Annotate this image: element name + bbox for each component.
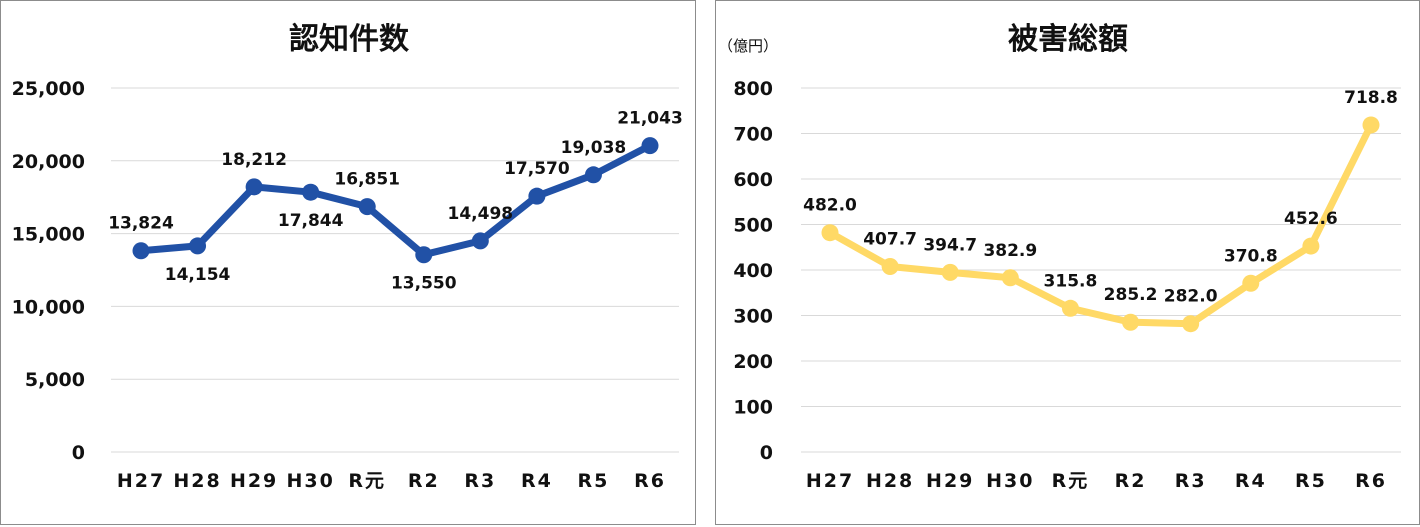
y-tick-label: 5,000	[25, 369, 85, 391]
chart-title: 認知件数	[289, 22, 410, 57]
data-point	[189, 237, 207, 255]
data-point	[471, 232, 489, 250]
data-point	[1362, 116, 1380, 134]
y-tick-label: 700	[733, 124, 773, 146]
x-tick-label: R6	[1355, 470, 1387, 492]
x-tick-label: H29	[230, 470, 278, 492]
cases-line-chart: 認知件数 0 5,000 10,000 15,000 20,000 25,000 H27 H28…	[12, 22, 683, 492]
data-label: 482.0	[803, 196, 857, 216]
data-point	[584, 166, 602, 184]
x-tick-label: R3	[1175, 470, 1207, 492]
series-line	[140, 142, 652, 259]
data-point	[821, 224, 839, 242]
y-axis-unit-label: （億円）	[718, 37, 778, 55]
x-tick-label: H28	[173, 470, 221, 492]
data-label: 14,154	[165, 265, 231, 285]
data-point	[641, 137, 659, 155]
data-point	[1302, 237, 1320, 255]
y-tick-label: 400	[733, 260, 773, 282]
x-tick-label: H27	[117, 470, 165, 492]
data-label: 17,844	[278, 211, 344, 231]
x-tick-label: H28	[866, 470, 914, 492]
data-point	[528, 187, 546, 205]
data-label: 19,038	[561, 138, 627, 158]
x-tick-label: R5	[578, 470, 610, 492]
x-tick-label: H30	[986, 470, 1034, 492]
x-tick-label: H27	[806, 470, 854, 492]
data-label: 370.8	[1224, 246, 1278, 266]
data-point	[132, 242, 150, 260]
data-point	[358, 198, 376, 216]
y-tick-label: 800	[733, 78, 773, 100]
x-tick-label: R3	[464, 470, 496, 492]
data-label: 452.6	[1284, 209, 1338, 229]
y-tick-label: 25,000	[12, 78, 85, 100]
data-label: 13,824	[108, 214, 174, 234]
data-point	[415, 246, 433, 264]
damage-line-chart: 被害総額 （億円） 0 100 200 300 400 500 600 700 800 H27 H28 H…	[718, 22, 1401, 492]
series-line	[828, 123, 1375, 328]
chart-panel-cases: 認知件数 0 5,000 10,000 15,000 20,000 25,000 H27 H28…	[0, 0, 696, 525]
chart-panel-damage: 被害総額 （億円） 0 100 200 300 400 500 600 700 800 H27 H28 H…	[715, 0, 1420, 525]
y-tick-label: 600	[733, 169, 773, 191]
y-tick-label: 300	[733, 306, 773, 328]
data-label: 718.8	[1344, 88, 1398, 108]
x-tick-label: R4	[1235, 470, 1267, 492]
data-label: 14,498	[448, 204, 514, 224]
y-tick-label: 0	[760, 442, 773, 464]
data-point	[1182, 315, 1200, 333]
y-tick-label: 500	[733, 215, 773, 237]
data-point	[1122, 313, 1140, 331]
data-label: 285.2	[1104, 285, 1158, 305]
data-point	[1001, 269, 1019, 287]
data-label: 17,570	[504, 159, 570, 179]
x-tick-label: R2	[408, 470, 440, 492]
x-tick-label: R6	[634, 470, 666, 492]
data-label: 16,851	[334, 170, 400, 190]
y-tick-label: 15,000	[12, 224, 85, 246]
data-point	[1061, 299, 1079, 317]
data-label: 18,212	[221, 150, 287, 170]
data-point	[245, 178, 263, 196]
x-tick-label: R元	[1052, 470, 1090, 492]
x-tick-label: R元	[348, 470, 386, 492]
x-tick-label: R2	[1115, 470, 1147, 492]
data-label: 21,043	[617, 109, 683, 129]
data-point	[881, 257, 899, 275]
chart-title: 被害総額	[1008, 22, 1128, 57]
data-point	[1242, 274, 1260, 292]
x-tick-label: R5	[1295, 470, 1327, 492]
y-tick-label: 100	[733, 397, 773, 419]
x-tick-label: R4	[521, 470, 553, 492]
data-point	[302, 183, 320, 201]
data-label: 282.0	[1164, 287, 1218, 307]
y-tick-label: 0	[72, 442, 85, 464]
data-label: 13,550	[391, 274, 457, 294]
data-label: 315.8	[1044, 271, 1098, 291]
data-label: 382.9	[983, 241, 1037, 261]
y-tick-label: 10,000	[12, 296, 85, 318]
data-label: 394.7	[923, 235, 977, 255]
data-label: 407.7	[863, 229, 917, 249]
data-point	[941, 263, 959, 281]
x-tick-label: H29	[926, 470, 974, 492]
y-tick-label: 200	[733, 351, 773, 373]
y-tick-label: 20,000	[12, 151, 85, 173]
x-tick-label: H30	[286, 470, 334, 492]
